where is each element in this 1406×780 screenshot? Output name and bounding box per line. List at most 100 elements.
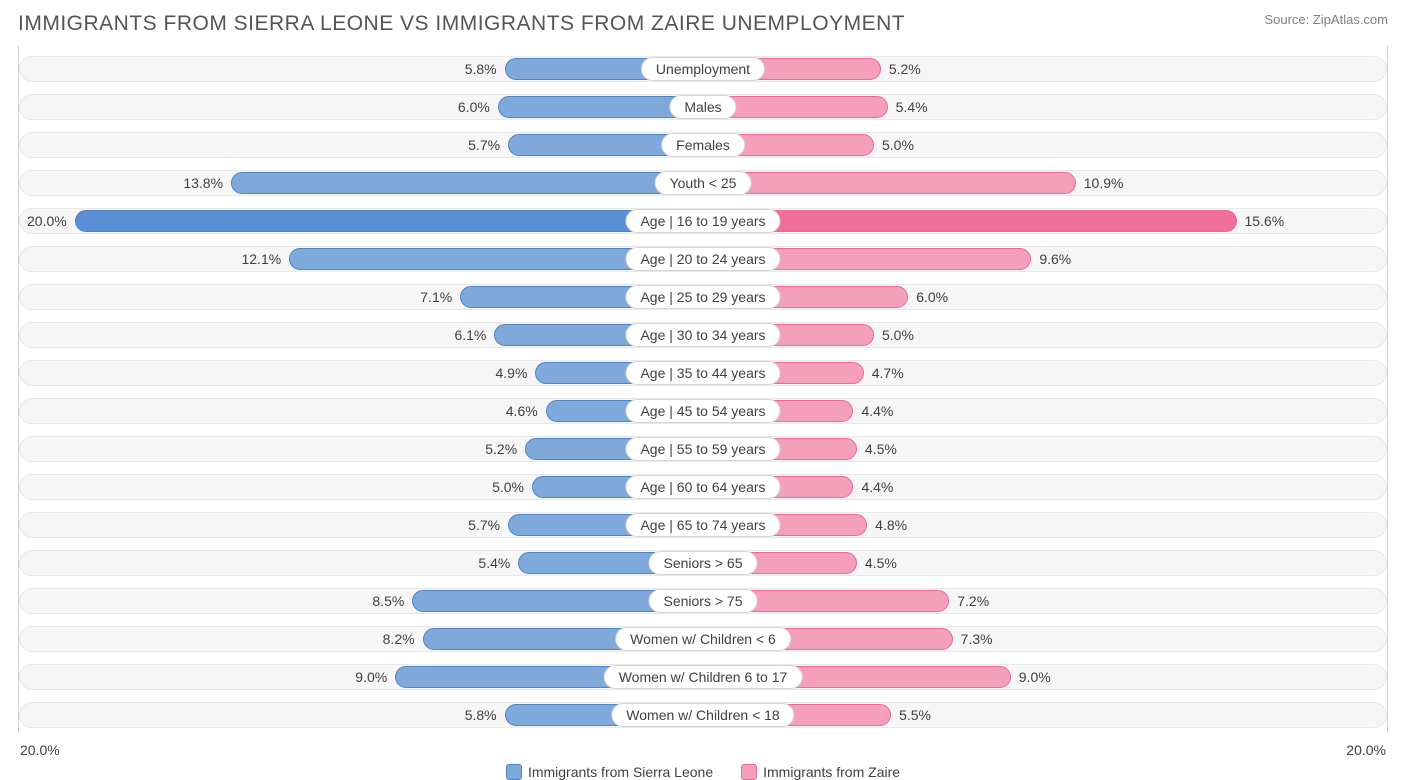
legend-item-left: Immigrants from Sierra Leone (506, 764, 713, 780)
right-half: 15.6% (703, 204, 1387, 238)
right-value-label: 5.5% (891, 707, 939, 723)
right-value-label: 5.4% (888, 99, 936, 115)
category-label: Seniors > 65 (649, 551, 758, 575)
right-half: 4.5% (703, 432, 1387, 466)
left-half: 12.1% (19, 242, 703, 276)
axis-right-label: 20.0% (1346, 742, 1386, 758)
category-label: Males (669, 95, 736, 119)
left-value-label: 8.2% (375, 631, 423, 647)
axis-left-label: 20.0% (20, 742, 60, 758)
chart-row: 7.1%6.0%Age | 25 to 29 years (19, 280, 1387, 314)
left-bar (75, 210, 703, 232)
diverging-bar-chart: 5.8% 5.2% Unemployment 6.0% 5.4% Males 5.7% 5.0… (18, 46, 1388, 732)
chart-row: 5.8%5.5%Women w/ Children < 18 (19, 698, 1387, 732)
right-half: 9.6% (703, 242, 1387, 276)
chart-row: 6.1%5.0%Age | 30 to 34 years (19, 318, 1387, 352)
right-value-label: 5.0% (874, 327, 922, 343)
category-label: Females (661, 133, 745, 157)
right-half: 5.2% (703, 52, 1387, 86)
right-value-label: 4.4% (853, 403, 901, 419)
left-half: 5.7% (19, 128, 703, 162)
chart-row: 12.1%9.6%Age | 20 to 24 years (19, 242, 1387, 276)
left-half: 13.8% (19, 166, 703, 200)
right-value-label: 5.2% (881, 61, 929, 77)
chart-row: 4.6% 4.4% Age | 45 to 54 years (19, 394, 1387, 428)
chart-row: 8.5% 7.2% Seniors > 75 (19, 584, 1387, 618)
left-value-label: 4.9% (488, 365, 536, 381)
left-value-label: 5.8% (457, 707, 505, 723)
right-half: 4.4% (703, 470, 1387, 504)
left-value-label: 5.0% (484, 479, 532, 495)
chart-row: 5.4% 4.5%Seniors > 65 (19, 546, 1387, 580)
category-label: Unemployment (641, 57, 765, 81)
left-half: 5.8% (19, 698, 703, 732)
right-half: 5.0% (703, 318, 1387, 352)
chart-title: IMMIGRANTS FROM SIERRA LEONE VS IMMIGRAN… (18, 12, 905, 36)
category-label: Women w/ Children < 6 (615, 627, 791, 651)
legend-item-right: Immigrants from Zaire (741, 764, 900, 780)
right-value-label: 7.2% (949, 593, 997, 609)
legend: Immigrants from Sierra Leone Immigrants … (18, 758, 1388, 780)
right-value-label: 6.0% (908, 289, 956, 305)
right-value-label: 4.5% (857, 441, 905, 457)
legend-swatch-left (506, 764, 522, 780)
right-value-label: 7.3% (953, 631, 1001, 647)
right-half: 4.5% (703, 546, 1387, 580)
right-half: 5.5% (703, 698, 1387, 732)
left-half: 6.1% (19, 318, 703, 352)
category-label: Age | 65 to 74 years (625, 513, 780, 537)
right-half: 7.2% (703, 584, 1387, 618)
category-label: Women w/ Children 6 to 17 (604, 665, 803, 689)
left-value-label: 20.0% (19, 213, 75, 229)
right-half: 5.4% (703, 90, 1387, 124)
right-bar (703, 172, 1076, 194)
right-value-label: 9.0% (1011, 669, 1059, 685)
right-value-label: 10.9% (1076, 175, 1132, 191)
category-label: Age | 16 to 19 years (625, 209, 780, 233)
source-name: ZipAtlas.com (1313, 12, 1388, 27)
chart-row: 5.8% 5.2% Unemployment (19, 52, 1387, 86)
left-half: 9.0% (19, 660, 703, 694)
chart-row: 5.7% 5.0% Females (19, 128, 1387, 162)
left-value-label: 4.6% (498, 403, 546, 419)
legend-label-left: Immigrants from Sierra Leone (528, 764, 713, 780)
right-value-label: 5.0% (874, 137, 922, 153)
category-label: Age | 55 to 59 years (625, 437, 780, 461)
left-half: 4.6% (19, 394, 703, 428)
left-value-label: 5.2% (477, 441, 525, 457)
left-value-label: 5.7% (460, 517, 508, 533)
left-value-label: 6.0% (450, 99, 498, 115)
category-label: Youth < 25 (655, 171, 752, 195)
chart-header: IMMIGRANTS FROM SIERRA LEONE VS IMMIGRAN… (18, 12, 1388, 36)
left-half: 5.8% (19, 52, 703, 86)
chart-row: 8.2% 7.3% Women w/ Children < 6 (19, 622, 1387, 656)
left-half: 5.4% (19, 546, 703, 580)
left-value-label: 13.8% (175, 175, 231, 191)
right-half: 4.8% (703, 508, 1387, 542)
right-half: 4.4% (703, 394, 1387, 428)
chart-row: 20.0% 15.6%Age | 16 to 19 years (19, 204, 1387, 238)
right-value-label: 4.7% (864, 365, 912, 381)
right-half: 6.0% (703, 280, 1387, 314)
left-value-label: 5.7% (460, 137, 508, 153)
right-half: 5.0% (703, 128, 1387, 162)
left-half: 6.0% (19, 90, 703, 124)
left-value-label: 6.1% (446, 327, 494, 343)
left-value-label: 5.4% (470, 555, 518, 571)
right-half: 4.7% (703, 356, 1387, 390)
chart-row: 4.9%4.7%Age | 35 to 44 years (19, 356, 1387, 390)
category-label: Age | 45 to 54 years (625, 399, 780, 423)
source-prefix: Source: (1264, 12, 1312, 27)
left-half: 8.5% (19, 584, 703, 618)
category-label: Seniors > 75 (649, 589, 758, 613)
chart-row: 13.8% 10.9% Youth < 25 (19, 166, 1387, 200)
left-half: 5.2% (19, 432, 703, 466)
left-value-label: 8.5% (364, 593, 412, 609)
chart-row: 5.0% 4.4%Age | 60 to 64 years (19, 470, 1387, 504)
left-half: 20.0% (19, 204, 703, 238)
category-label: Age | 60 to 64 years (625, 475, 780, 499)
right-bar (703, 210, 1237, 232)
left-half: 5.7% (19, 508, 703, 542)
right-value-label: 4.8% (867, 517, 915, 533)
x-axis: 20.0% 20.0% (18, 736, 1388, 758)
